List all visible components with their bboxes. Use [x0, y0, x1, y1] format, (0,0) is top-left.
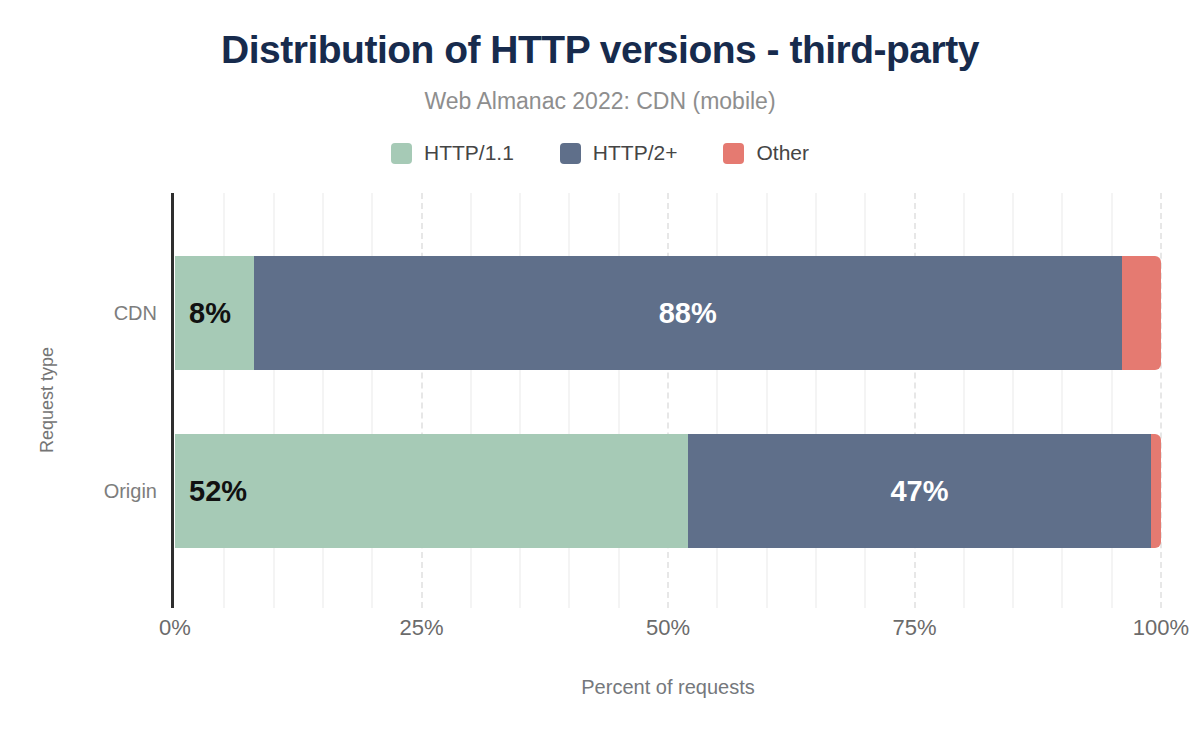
plot-area: 8% 88% 52% 47% [175, 193, 1161, 608]
x-tick-label: 25% [399, 615, 443, 641]
legend-label: Other [756, 141, 809, 165]
legend-item[interactable]: HTTP/2+ [560, 141, 678, 165]
legend-item[interactable]: Other [723, 141, 809, 165]
legend-label: HTTP/1.1 [424, 141, 514, 165]
x-tick-label: 100% [1133, 615, 1189, 641]
category-labels: CDN Origin [0, 193, 157, 608]
chart-card: Distribution of HTTP versions - third-pa… [0, 0, 1200, 742]
bar-segment-label: 88% [254, 297, 1122, 330]
bar-row: 8% 88% [175, 256, 1161, 370]
chart-subtitle: Web Almanac 2022: CDN (mobile) [0, 88, 1200, 115]
legend: HTTP/1.1 HTTP/2+ Other [0, 141, 1200, 165]
bar-segment[interactable] [1151, 434, 1161, 548]
x-tick-label: 75% [892, 615, 936, 641]
category-label: Origin [104, 480, 157, 503]
legend-label: HTTP/2+ [593, 141, 678, 165]
y-axis-line [171, 193, 174, 608]
bar-segment-label: 52% [175, 475, 247, 508]
x-tick-label: 0% [159, 615, 191, 641]
bar-row: 52% 47% [175, 434, 1161, 548]
bar-segment[interactable]: 8% [175, 256, 254, 370]
bar-segment-label: 8% [175, 297, 231, 330]
bar-segment[interactable]: 52% [175, 434, 688, 548]
bar-segment[interactable]: 88% [254, 256, 1122, 370]
x-axis-ticks: 0%25%50%75%100% [175, 615, 1161, 641]
legend-item[interactable]: HTTP/1.1 [391, 141, 514, 165]
chart-title: Distribution of HTTP versions - third-pa… [0, 28, 1200, 72]
category-label: CDN [114, 302, 157, 325]
bar-segment[interactable] [1122, 256, 1161, 370]
legend-swatch-icon [723, 143, 744, 164]
bar-segment[interactable]: 47% [688, 434, 1151, 548]
x-tick-label: 50% [646, 615, 690, 641]
x-axis-title: Percent of requests [175, 676, 1161, 699]
legend-swatch-icon [391, 143, 412, 164]
bar-segment-label: 47% [688, 475, 1151, 508]
legend-swatch-icon [560, 143, 581, 164]
